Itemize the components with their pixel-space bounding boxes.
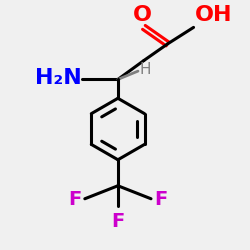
Text: H: H — [140, 62, 151, 78]
Text: F: F — [111, 212, 124, 232]
Text: F: F — [154, 190, 167, 210]
Text: O: O — [133, 6, 152, 25]
Text: H₂N: H₂N — [34, 68, 81, 88]
Text: OH: OH — [195, 6, 232, 25]
Text: F: F — [69, 190, 82, 210]
